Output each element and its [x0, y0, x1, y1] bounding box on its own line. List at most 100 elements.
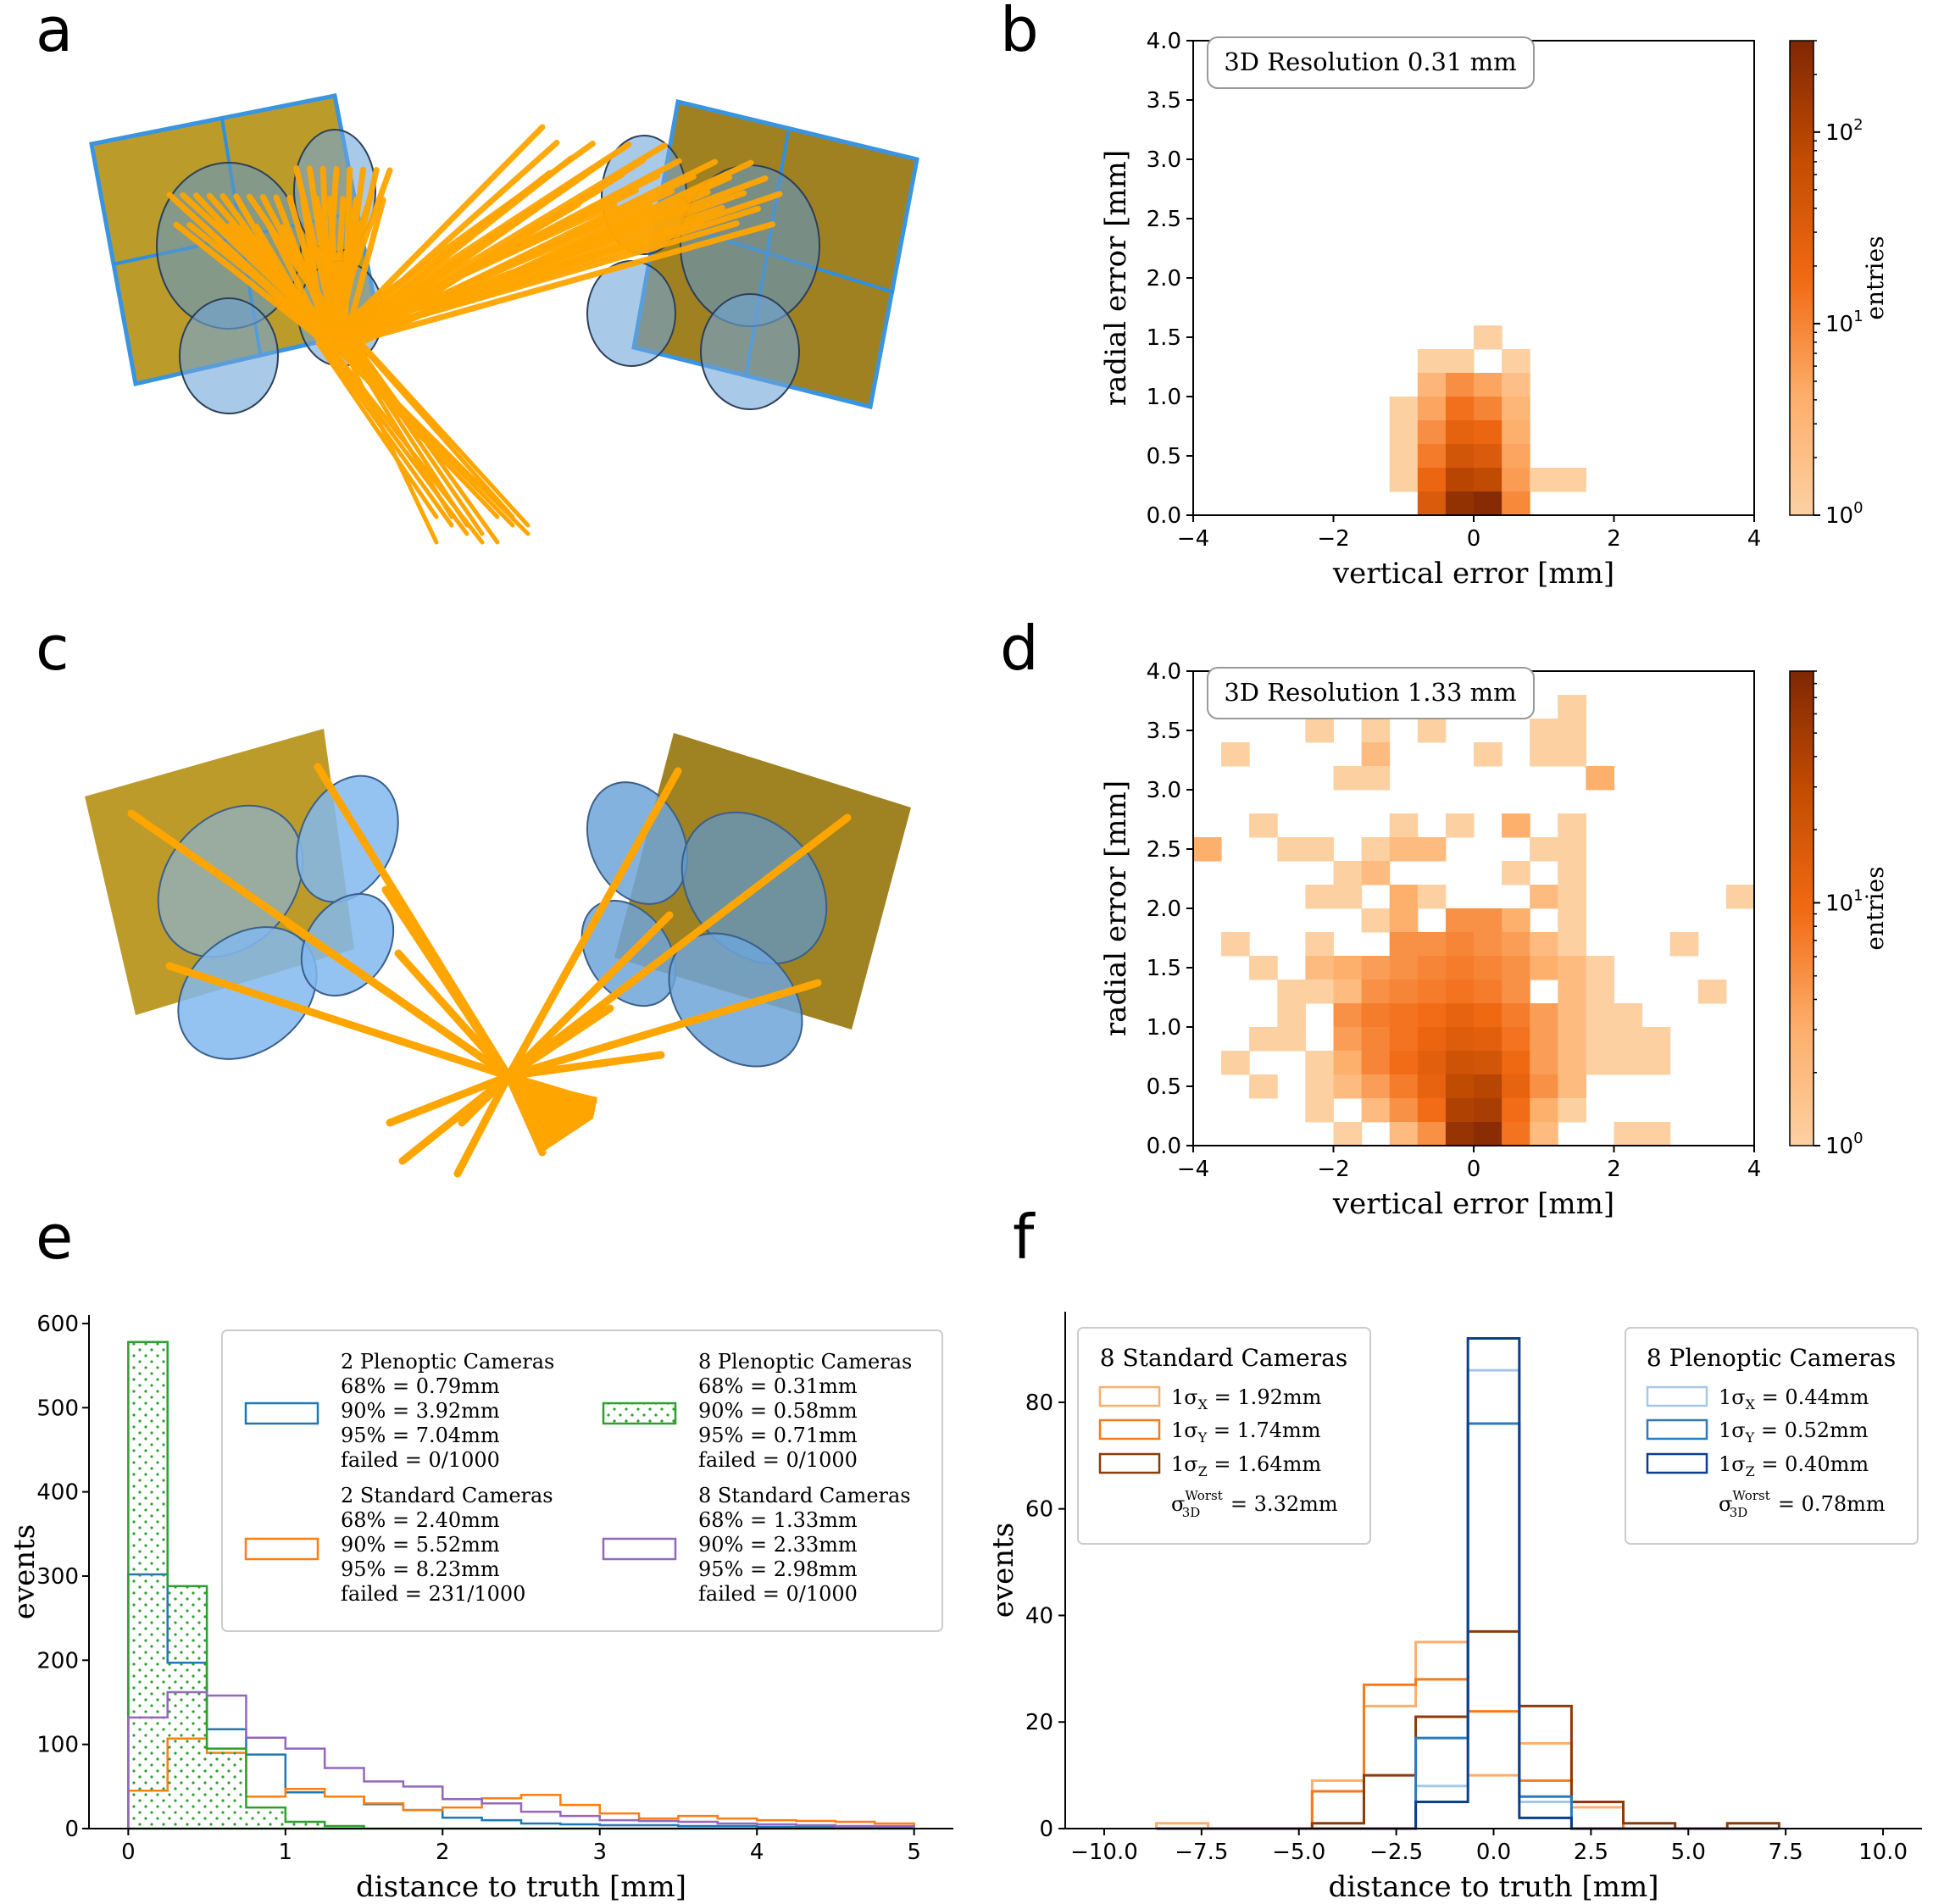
- heatmap-cell: [1417, 444, 1447, 469]
- heatmap-cell: [1502, 468, 1530, 492]
- heatmap-cell: [1558, 742, 1586, 767]
- light-ray: [349, 341, 485, 536]
- heatmap-cell: [1502, 980, 1530, 1004]
- axes-e: 0 1 2 3 4 5 0 100 200 300 400 500 600 distance to tru…: [8, 1312, 953, 1904]
- heatmap-cell: [1502, 373, 1530, 397]
- heatmap-cell: [1361, 1051, 1391, 1075]
- heatmap-cell: [1417, 1051, 1447, 1075]
- y-tick-label: 1.5: [1147, 956, 1181, 981]
- panel-label-d: d: [1000, 613, 1039, 684]
- axes-b: −4 −2 0 2 4 0.0 0.5 1.0 1.5 2.0 2.5 3.0 3.5 4.0 vertic…: [1099, 29, 1761, 591]
- legend-swatch-std-y: [1098, 1418, 1161, 1440]
- x-tick-label: 2: [436, 1840, 450, 1865]
- light-ray: [336, 175, 769, 340]
- legend-stat: 90% = 3.92mm: [341, 1399, 500, 1423]
- heatmap-cell: [1586, 766, 1614, 791]
- legend-swatch-2-standard: [244, 1537, 319, 1561]
- legend-e: 2 Plenoptic Cameras 68% = 0.79mm 90% = 3…: [221, 1329, 943, 1632]
- light-ray: [458, 1072, 513, 1127]
- resolution-annotation-d: 3D Resolution 1.33 mm: [1207, 667, 1535, 719]
- heatmap-cell: [1530, 885, 1558, 909]
- legend-f-standard-title: 8 Standard Cameras: [1100, 1344, 1347, 1372]
- y-tick-label: 400: [36, 1480, 79, 1506]
- y-tick-label: 60: [1025, 1497, 1053, 1523]
- panel-f-histogram: −10.0 −7.5 −5.0 −2.5 0.0 2.5 5.0 7.5 10.0 0 20 40 60…: [986, 1312, 1922, 1904]
- y-tick-label: 0.0: [1147, 503, 1181, 529]
- light-ray: [346, 341, 469, 528]
- heatmap-cell: [1558, 1003, 1586, 1028]
- heatmap-cell: [1445, 349, 1475, 374]
- heatmap-cell: [1474, 1098, 1503, 1123]
- light-ray: [321, 140, 596, 340]
- colorbar-gradient: [1789, 40, 1814, 516]
- heatmap-cell: [1417, 1003, 1447, 1028]
- axes-f: −10.0 −7.5 −5.0 −2.5 0.0 2.5 5.0 7.5 10.0 0 20 40 60…: [986, 1312, 1922, 1904]
- legend-swatch-8-plenoptic: [602, 1402, 677, 1425]
- light-ray: [321, 166, 340, 353]
- heatmap-cell: [1558, 719, 1586, 743]
- legend-stat: failed = 231/1000: [341, 1582, 525, 1606]
- heatmap-cell: [1474, 1051, 1503, 1075]
- heatmap-cell: [1305, 885, 1334, 909]
- colorbar-b: 100 101 102 entries: [1789, 40, 1889, 529]
- light-ray: [504, 1051, 665, 1080]
- light-ray: [266, 224, 328, 340]
- heatmap-cell: [1417, 468, 1447, 492]
- heatmap-cell: [1502, 420, 1530, 445]
- heatmap-cell: [1389, 837, 1419, 862]
- light-ray: [356, 341, 515, 519]
- heatmap-cell: [1502, 1074, 1530, 1099]
- y-tick-label: 600: [36, 1312, 79, 1337]
- heatmap-cell: [1389, 956, 1419, 980]
- legend-stat: 95% = 2.98mm: [698, 1557, 858, 1581]
- heatmap-cell: [1502, 1027, 1530, 1052]
- x-tick-label: 0: [1467, 526, 1481, 552]
- heatmap-cell: [1474, 980, 1503, 1004]
- heatmap-cell: [1193, 837, 1222, 862]
- heatmap-cell: [1389, 885, 1419, 909]
- heatmap-cell: [1474, 1074, 1503, 1099]
- heatmap-cell: [1474, 325, 1503, 350]
- legend-stat: 95% = 7.04mm: [341, 1424, 500, 1447]
- y-tick-label: 3.5: [1147, 719, 1181, 744]
- heatmap-cell: [1389, 908, 1419, 933]
- heatmap-cell: [1305, 980, 1334, 1004]
- x-tick-label: −2.5: [1369, 1840, 1423, 1865]
- x-axis-label: vertical error [mm]: [1332, 1187, 1614, 1221]
- heatmap-cell: [1558, 1098, 1586, 1123]
- y-tick-label: 100: [36, 1733, 79, 1758]
- legend-stat: 95% = 0.71mm: [698, 1424, 858, 1447]
- x-tick-label: 2: [1607, 526, 1621, 552]
- legend-f-standard: 8 Standard Cameras 1σX = 1.92mm 1σY = 1.…: [1077, 1327, 1371, 1545]
- heatmap-cell: [1641, 1122, 1671, 1146]
- heatmap-cell: [1361, 1074, 1391, 1099]
- light-ray: [386, 1072, 513, 1127]
- y-tick-label: 20: [1025, 1710, 1053, 1735]
- heatmap-cell: [1558, 908, 1586, 933]
- heatmap-cell: [1417, 349, 1447, 374]
- heatmap-cell: [1417, 837, 1447, 862]
- heatmap-cell: [1502, 1003, 1530, 1028]
- legend-f-std-x: 1σX = 1.92mm: [1171, 1385, 1322, 1413]
- heatmap-cell: [1445, 813, 1475, 838]
- heatmap-cell: [1558, 837, 1586, 862]
- heatmap-cell: [1474, 491, 1503, 516]
- heatmap-cell: [1530, 1074, 1558, 1099]
- heatmap-cell: [1333, 861, 1363, 885]
- heatmap-cell: [1558, 1051, 1586, 1075]
- heatmap-cell: [1249, 813, 1278, 838]
- light-ray: [342, 341, 454, 519]
- plenoptic-setup-render: [89, 93, 919, 545]
- y-tick-label: 40: [1025, 1603, 1053, 1629]
- legend-f-std-y: 1σY = 1.74mm: [1171, 1418, 1321, 1446]
- y-tick-label: 0: [64, 1817, 79, 1842]
- legend-stat: 90% = 5.52mm: [341, 1533, 500, 1557]
- heatmap-cell: [1725, 885, 1755, 909]
- light-ray: [359, 341, 530, 528]
- heatmap-cell: [1641, 1027, 1671, 1052]
- legend-stat: failed = 0/1000: [698, 1582, 858, 1606]
- heatmap-cell: [1333, 1027, 1363, 1052]
- y-axis-label: events: [8, 1524, 42, 1619]
- heatmap-cell: [1249, 1074, 1278, 1099]
- light-ray: [199, 222, 328, 347]
